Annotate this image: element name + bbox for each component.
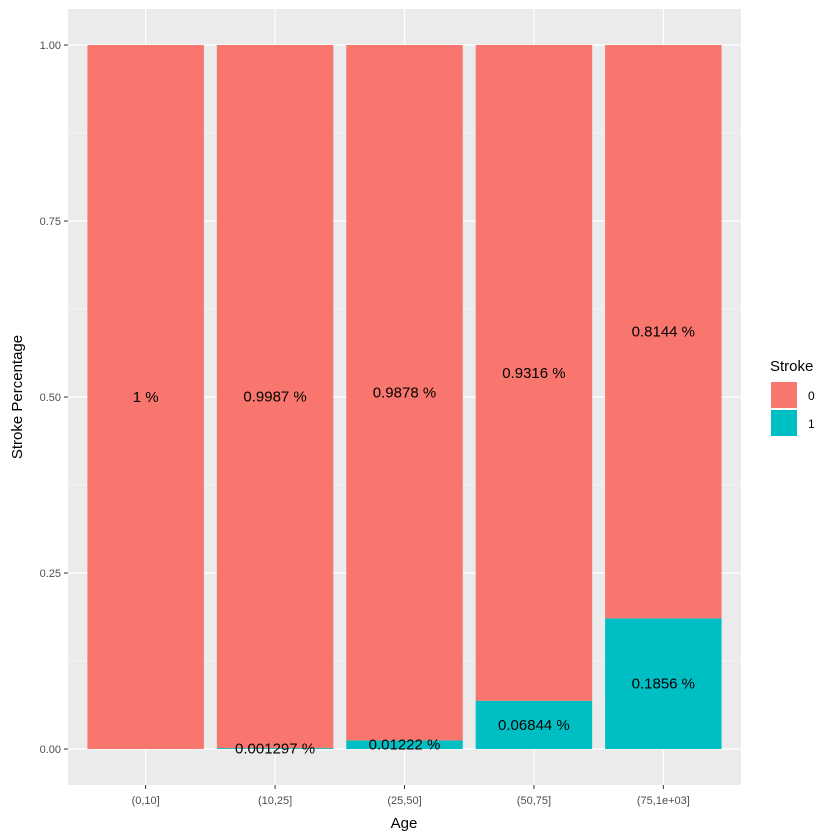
- x-tick-label: (50,75]: [517, 795, 551, 807]
- y-tick-label: 1.00: [40, 40, 61, 52]
- bar-segment-stroke-0: [475, 44, 593, 701]
- x-tick-label: (0,10]: [132, 795, 160, 807]
- bars: [87, 44, 722, 749]
- bar-segment-stroke-0: [346, 44, 463, 741]
- y-axis: 0.00 0.25 0.50 0.75 1.00: [40, 40, 68, 756]
- x-tick-label: (25,50]: [387, 795, 421, 807]
- y-tick-label: 0.25: [40, 568, 61, 580]
- bar-label-stroke-0: 0.9878 %: [373, 385, 436, 402]
- y-tick-label: 0.75: [40, 216, 61, 228]
- bar-segment-stroke-1: [216, 748, 334, 749]
- bar-label-stroke-0: 0.9316 %: [502, 365, 565, 382]
- y-tick-label: 0.00: [40, 744, 61, 756]
- legend-key-stroke-1: [771, 410, 797, 436]
- legend-key-stroke-0: [771, 382, 797, 408]
- bar-segment-stroke-0: [605, 45, 722, 619]
- legend-title: Stroke: [770, 358, 813, 375]
- bar-label-stroke-1: 0.001297 %: [235, 741, 315, 758]
- bar-label-stroke-0: 1 %: [133, 389, 159, 406]
- legend-label-stroke-0: 0: [808, 389, 815, 403]
- x-axis: (0,10] (10,25] (25,50] (50,75] (75,1e+03]: [132, 785, 690, 807]
- x-tick-label: (10,25]: [258, 795, 292, 807]
- bar-label-stroke-0: 0.8144 %: [632, 324, 695, 341]
- legend-label-stroke-1: 1: [808, 417, 815, 431]
- bar-label-stroke-1: 0.1856 %: [632, 676, 695, 693]
- x-axis-title: Age: [391, 815, 418, 832]
- bar-label-stroke-0: 0.9987 %: [243, 389, 306, 406]
- legend: Stroke 0 1: [770, 358, 815, 436]
- bar-labels: 1 % 0.9987 % 0.001297 % 0.9878 % 0.01222 % 0.…: [133, 324, 695, 758]
- bar-label-stroke-1: 0.01222 %: [369, 737, 441, 754]
- bar-segment-stroke-1: [475, 700, 593, 749]
- x-tick-label: (75,1e+03]: [637, 795, 690, 807]
- bar-segment-stroke-0: [216, 45, 334, 749]
- bar-segment-stroke-1: [346, 740, 463, 749]
- bar-segment-stroke-0: [87, 45, 204, 749]
- bar-label-stroke-1: 0.06844 %: [498, 717, 570, 734]
- bar-segment-stroke-1: [605, 618, 722, 749]
- y-axis-title: Stroke Percentage: [9, 335, 26, 459]
- y-tick-label: 0.50: [40, 392, 61, 404]
